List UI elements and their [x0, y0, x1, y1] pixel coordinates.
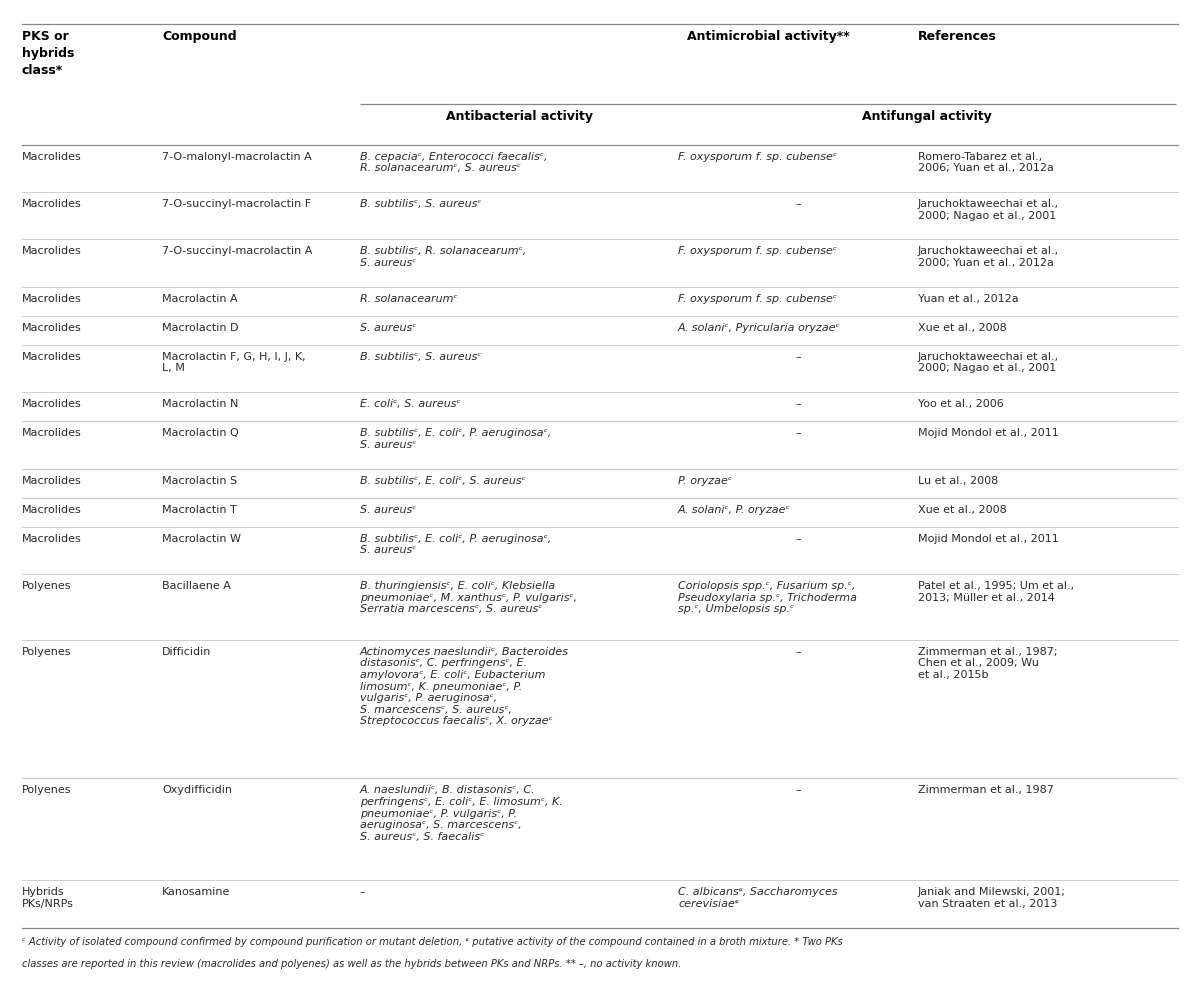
- Text: Difficidin: Difficidin: [162, 646, 211, 656]
- Text: F. oxysporum f. sp. cubenseᶜ: F. oxysporum f. sp. cubenseᶜ: [678, 293, 836, 303]
- Text: C. albicansᶝ, Saccharomyces
cerevisiaeᶝ: C. albicansᶝ, Saccharomyces cerevisiaeᶝ: [678, 887, 838, 908]
- Text: –: –: [796, 534, 800, 544]
- Text: Bacillaene A: Bacillaene A: [162, 581, 230, 591]
- Text: P. oryzaeᶜ: P. oryzaeᶜ: [678, 475, 732, 485]
- Text: PKS or
hybrids
class*: PKS or hybrids class*: [22, 30, 74, 77]
- Text: Romero-Tabarez et al.,
2006; Yuan et al., 2012a: Romero-Tabarez et al., 2006; Yuan et al.…: [918, 151, 1054, 174]
- Text: Macrolides: Macrolides: [22, 428, 82, 438]
- Text: classes are reported in this review (macrolides and polyenes) as well as the hyb: classes are reported in this review (mac…: [22, 958, 680, 968]
- Text: Compound: Compound: [162, 30, 236, 43]
- Text: –: –: [796, 399, 800, 409]
- Text: 7-O-succinyl-macrolactin F: 7-O-succinyl-macrolactin F: [162, 199, 311, 209]
- Text: Macrolides: Macrolides: [22, 322, 82, 332]
- Text: Polyenes: Polyenes: [22, 646, 71, 656]
- Text: Macrolides: Macrolides: [22, 475, 82, 485]
- Text: Kanosamine: Kanosamine: [162, 887, 230, 897]
- Text: –: –: [796, 199, 800, 209]
- Text: Macrolactin A: Macrolactin A: [162, 293, 238, 303]
- Text: Antimicrobial activity**: Antimicrobial activity**: [686, 30, 850, 43]
- Text: R. solanacearumᶜ: R. solanacearumᶜ: [360, 293, 457, 303]
- Text: F. oxysporum f. sp. cubenseᶜ: F. oxysporum f. sp. cubenseᶜ: [678, 151, 836, 161]
- Text: Xue et al., 2008: Xue et al., 2008: [918, 505, 1007, 515]
- Text: –: –: [796, 646, 800, 656]
- Text: Zimmerman et al., 1987;
Chen et al., 2009; Wu
et al., 2015b: Zimmerman et al., 1987; Chen et al., 200…: [918, 646, 1057, 679]
- Text: B. subtilisᶜ, R. solanacearumᶜ,
S. aureusᶜ: B. subtilisᶜ, R. solanacearumᶜ, S. aureu…: [360, 246, 527, 268]
- Text: –: –: [360, 887, 366, 897]
- Text: Mojid Mondol et al., 2011: Mojid Mondol et al., 2011: [918, 534, 1058, 544]
- Text: Macrolactin S: Macrolactin S: [162, 475, 238, 485]
- Text: ᶜ Activity of isolated compound confirmed by compound purification or mutant del: ᶜ Activity of isolated compound confirme…: [22, 936, 842, 946]
- Text: Jaruchoktaweechai et al.,
2000; Yuan et al., 2012a: Jaruchoktaweechai et al., 2000; Yuan et …: [918, 246, 1060, 268]
- Text: Macrolides: Macrolides: [22, 351, 82, 361]
- Text: Xue et al., 2008: Xue et al., 2008: [918, 322, 1007, 332]
- Text: F. oxysporum f. sp. cubenseᶜ: F. oxysporum f. sp. cubenseᶜ: [678, 246, 836, 256]
- Text: –: –: [796, 351, 800, 361]
- Text: Macrolactin D: Macrolactin D: [162, 322, 239, 332]
- Text: Polyenes: Polyenes: [22, 581, 71, 591]
- Text: Antifungal activity: Antifungal activity: [862, 110, 992, 123]
- Text: Macrolactin Q: Macrolactin Q: [162, 428, 239, 438]
- Text: Zimmerman et al., 1987: Zimmerman et al., 1987: [918, 784, 1054, 794]
- Text: Patel et al., 1995; Um et al.,
2013; Müller et al., 2014: Patel et al., 1995; Um et al., 2013; Mül…: [918, 581, 1074, 602]
- Text: A. solaniᶜ, Pyricularia oryzaeᶜ: A. solaniᶜ, Pyricularia oryzaeᶜ: [678, 322, 841, 332]
- Text: B. subtilisᶜ, E. coliᶜ, P. aeruginosaᶜ,
S. aureusᶜ: B. subtilisᶜ, E. coliᶜ, P. aeruginosaᶜ, …: [360, 428, 551, 449]
- Text: Macrolides: Macrolides: [22, 534, 82, 544]
- Text: Macrolactin T: Macrolactin T: [162, 505, 236, 515]
- Text: A. naeslundiiᶜ, B. distasonisᶜ, C.
perfringensᶜ, E. coliᶜ, E. limosumᶜ, K.
pneum: A. naeslundiiᶜ, B. distasonisᶜ, C. perfr…: [360, 784, 563, 841]
- Text: E. coliᶜ, S. aureusᶜ: E. coliᶜ, S. aureusᶜ: [360, 399, 461, 409]
- Text: Hybrids
PKs/NRPs: Hybrids PKs/NRPs: [22, 887, 73, 908]
- Text: B. subtilisᶜ, E. coliᶜ, P. aeruginosaᶜ,
S. aureusᶜ: B. subtilisᶜ, E. coliᶜ, P. aeruginosaᶜ, …: [360, 534, 551, 555]
- Text: Macrolides: Macrolides: [22, 505, 82, 515]
- Text: Antibacterial activity: Antibacterial activity: [445, 110, 593, 123]
- Text: Mojid Mondol et al., 2011: Mojid Mondol et al., 2011: [918, 428, 1058, 438]
- Text: 7-O-malonyl-macrolactin A: 7-O-malonyl-macrolactin A: [162, 151, 312, 161]
- Text: B. thuringiensisᶜ, E. coliᶜ, Klebsiella
pneumoniaeᶜ, M. xanthusᶜ, P. vulgarisᶜ,
: B. thuringiensisᶜ, E. coliᶜ, Klebsiella …: [360, 581, 577, 614]
- Text: Coriolopsis spp.ᶜ, Fusarium sp.ᶜ,
Pseudoxylaria sp.ᶜ, Trichoderma
sp.ᶜ, Umbelops: Coriolopsis spp.ᶜ, Fusarium sp.ᶜ, Pseudo…: [678, 581, 857, 614]
- Text: Macrolides: Macrolides: [22, 151, 82, 161]
- Text: S. aureusᶜ: S. aureusᶜ: [360, 505, 416, 515]
- Text: B. subtilisᶜ, E. coliᶜ, S. aureusᶜ: B. subtilisᶜ, E. coliᶜ, S. aureusᶜ: [360, 475, 526, 485]
- Text: Yuan et al., 2012a: Yuan et al., 2012a: [918, 293, 1019, 303]
- Text: Actinomyces naeslundiiᶜ, Bacteroides
distasonisᶜ, C. perfringensᶜ, E.
amylovoraᶜ: Actinomyces naeslundiiᶜ, Bacteroides dis…: [360, 646, 569, 725]
- Text: Jaruchoktaweechai et al.,
2000; Nagao et al., 2001: Jaruchoktaweechai et al., 2000; Nagao et…: [918, 351, 1060, 373]
- Text: –: –: [796, 428, 800, 438]
- Text: Macrolides: Macrolides: [22, 199, 82, 209]
- Text: Yoo et al., 2006: Yoo et al., 2006: [918, 399, 1003, 409]
- Text: B. cepaciaᶜ, Enterococci faecalisᶜ,
R. solanacearumᶜ, S. aureusᶜ: B. cepaciaᶜ, Enterococci faecalisᶜ, R. s…: [360, 151, 547, 174]
- Text: Macrolactin W: Macrolactin W: [162, 534, 241, 544]
- Text: Janiak and Milewski, 2001;
van Straaten et al., 2013: Janiak and Milewski, 2001; van Straaten …: [918, 887, 1066, 908]
- Text: S. aureusᶜ: S. aureusᶜ: [360, 322, 416, 332]
- Text: Polyenes: Polyenes: [22, 784, 71, 794]
- Text: References: References: [918, 30, 997, 43]
- Text: B. subtilisᶜ, S. aureusᶜ: B. subtilisᶜ, S. aureusᶜ: [360, 199, 481, 209]
- Text: Lu et al., 2008: Lu et al., 2008: [918, 475, 998, 485]
- Text: A. solaniᶜ, P. oryzaeᶜ: A. solaniᶜ, P. oryzaeᶜ: [678, 505, 791, 515]
- Text: Macrolactin F, G, H, I, J, K,
L, M: Macrolactin F, G, H, I, J, K, L, M: [162, 351, 306, 373]
- Text: Jaruchoktaweechai et al.,
2000; Nagao et al., 2001: Jaruchoktaweechai et al., 2000; Nagao et…: [918, 199, 1060, 221]
- Text: Macrolides: Macrolides: [22, 399, 82, 409]
- Text: Macrolides: Macrolides: [22, 293, 82, 303]
- Text: Oxydifficidin: Oxydifficidin: [162, 784, 232, 794]
- Text: 7-O-succinyl-macrolactin A: 7-O-succinyl-macrolactin A: [162, 246, 312, 256]
- Text: B. subtilisᶜ, S. aureusᶜ: B. subtilisᶜ, S. aureusᶜ: [360, 351, 481, 361]
- Text: Macrolactin N: Macrolactin N: [162, 399, 239, 409]
- Text: Macrolides: Macrolides: [22, 246, 82, 256]
- Text: –: –: [796, 784, 800, 794]
